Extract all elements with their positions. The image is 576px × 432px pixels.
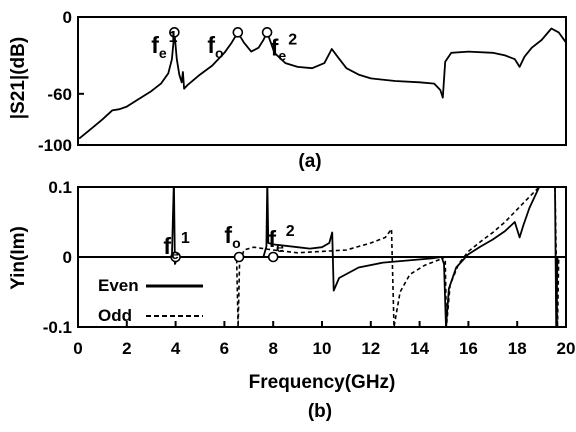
series-line-odd: [78, 187, 566, 327]
panel-caption: (a): [298, 151, 321, 172]
x-tick-label: 2: [122, 339, 131, 358]
x-tick-label: 16: [459, 339, 478, 358]
legend-label: Even: [98, 276, 139, 295]
resonance-annotation: fo: [207, 32, 223, 61]
series-line-1: [78, 27, 566, 140]
legend-label: Odd: [98, 306, 132, 325]
resonance-marker: [261, 27, 273, 38]
panel-b: 0.10-0.10 2 4 6 8 10 12 14 16 18 20Yin(Im)Frequenc…: [8, 178, 575, 422]
series-group: [78, 27, 566, 140]
resonance-marker: [169, 27, 180, 38]
resonance-annotation: fe2: [271, 31, 297, 63]
y-tick-label: -0.1: [43, 318, 72, 337]
resonance-marker: [170, 251, 181, 263]
x-axis-label: Frequency(GHz): [249, 372, 396, 393]
x-tick-label: 20: [557, 339, 576, 358]
panel-caption: (b): [308, 401, 332, 422]
legend: Even Odd: [98, 276, 203, 325]
resonance-annotation: fe2: [268, 223, 294, 255]
x-tick-label: 10: [313, 339, 332, 358]
y-axis-label: Yin(Im): [8, 226, 29, 290]
x-tick-label: 8: [268, 339, 277, 358]
y-axis-label: |S21|(dB): [8, 37, 29, 119]
series-line-even: [78, 187, 566, 327]
resonance-marker: [267, 251, 279, 263]
resonance-annotation: fo: [224, 222, 240, 251]
x-tick-label: 12: [361, 339, 380, 358]
x-tick-label: 0: [73, 339, 82, 358]
resonance-marker: [233, 251, 245, 263]
resonance-annotation: fe1: [163, 230, 189, 262]
resonance-marker: [232, 27, 244, 38]
y-tick-label: 0: [63, 248, 72, 267]
plot-frame: [77, 16, 567, 146]
x-tick-label: 18: [508, 339, 527, 358]
y-tick-label: 0.1: [48, 178, 72, 197]
series-group: [78, 187, 566, 327]
panel-a: 0 -60 -100 |S21|(dB) (a) fe1 fo fe2: [8, 8, 567, 172]
y-tick-label: 0: [63, 8, 72, 27]
resonance-annotation: fe1: [151, 29, 177, 61]
x-tick-label: 4: [171, 339, 181, 358]
y-tick-label: -100: [38, 136, 72, 155]
x-tick-label: 14: [410, 339, 429, 358]
y-tick-label: -60: [47, 85, 72, 104]
x-tick-label: 6: [220, 339, 229, 358]
